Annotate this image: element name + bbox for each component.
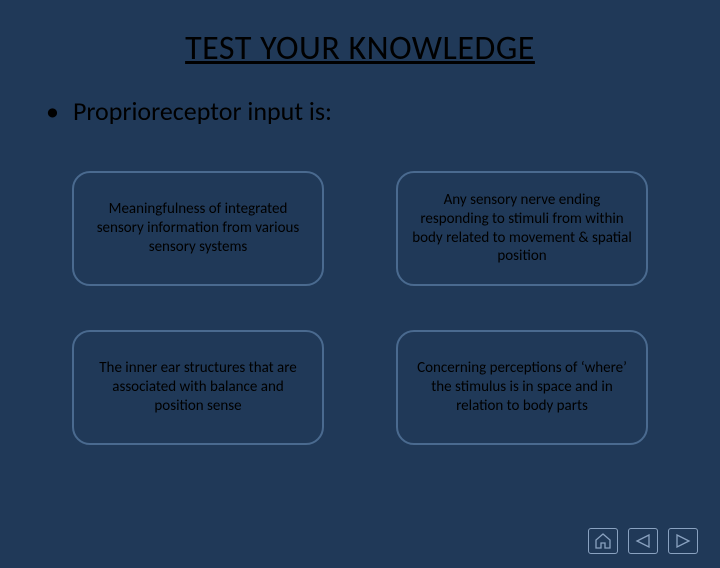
triangle-left-icon	[635, 534, 651, 548]
option-4[interactable]: Concerning perceptions of ‘where’ the st…	[396, 330, 648, 445]
option-3[interactable]: The inner ear structures that are associ…	[72, 330, 324, 445]
triangle-right-icon	[675, 534, 691, 548]
home-icon	[594, 533, 612, 549]
home-button[interactable]	[588, 528, 618, 554]
prev-button[interactable]	[628, 528, 658, 554]
nav-controls	[588, 528, 698, 554]
page-title: TEST YOUR KNOWLEDGE	[0, 28, 720, 69]
question-row: • Proprioreceptor input is:	[46, 95, 720, 127]
next-button[interactable]	[668, 528, 698, 554]
option-2[interactable]: Any sensory nerve ending responding to s…	[396, 171, 648, 286]
bullet-icon: •	[46, 98, 59, 124]
question-text: Proprioreceptor input is:	[73, 95, 332, 127]
options-grid: Meaningfulness of integrated sensory inf…	[0, 171, 720, 445]
option-1[interactable]: Meaningfulness of integrated sensory inf…	[72, 171, 324, 286]
